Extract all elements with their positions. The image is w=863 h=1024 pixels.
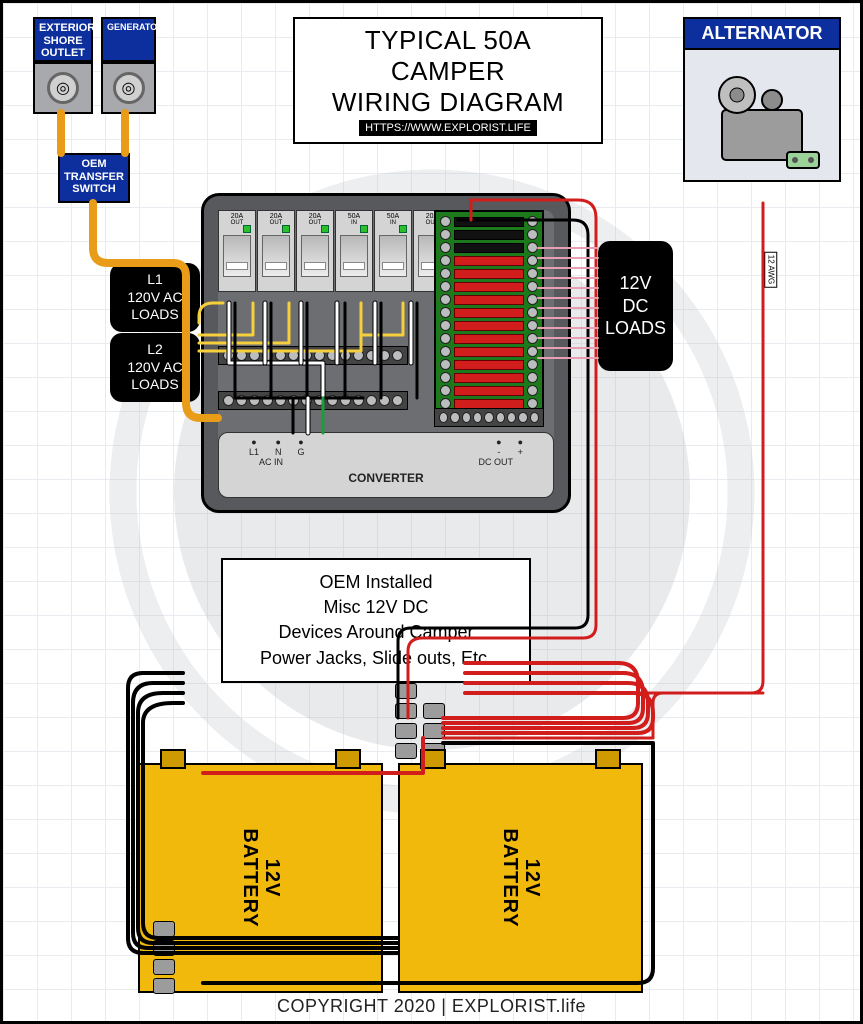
neg-bus-lugs <box>395 683 417 759</box>
term-pos: + <box>518 447 523 457</box>
oem-note: OEM Installed Misc 12V DC Devices Around… <box>221 558 531 683</box>
oem-line: OEM Installed <box>241 570 511 595</box>
dc-out-caption: DC OUT <box>479 457 514 467</box>
battery-2: 12V BATTERY <box>398 763 643 993</box>
bat1-neg-lugs <box>153 921 175 994</box>
oem-line: Devices Around Camper <box>241 620 511 645</box>
breaker: 50AIN <box>374 210 412 292</box>
shore-plug: ◎ <box>33 62 93 114</box>
dc-loads: 12V DC LOADS <box>598 241 673 371</box>
title-url: HTTPS://WWW.EXPLORIST.LIFE <box>359 120 537 136</box>
ac-l1-loads: L1 120V AC LOADS <box>110 263 200 332</box>
term-neg: - <box>496 447 501 457</box>
ac-l2-loads: L2 120V AC LOADS <box>110 333 200 402</box>
generator-plug: ◎ <box>101 62 156 114</box>
breaker: 20AOUT <box>218 210 256 292</box>
term-n: N <box>275 447 282 457</box>
breaker: 50AIN <box>335 210 373 292</box>
dc-fuse-board <box>434 210 544 415</box>
generator-label: GENERATOR <box>101 17 156 62</box>
dc-out-terminals: ●- ●+ <box>496 437 523 457</box>
term-l1: L1 <box>249 447 259 457</box>
plug-icon: ◎ <box>47 72 79 104</box>
oem-line: Misc 12V DC <box>241 595 511 620</box>
converter-box: ●L1 ●N ●G ●- ●+ AC IN DC OUT CONVERTER <box>218 432 554 498</box>
ground-bar-left <box>218 391 408 410</box>
breaker: 20AOUT <box>257 210 295 292</box>
wire-gauge-tag: 12 AWG <box>764 252 777 288</box>
title-line2: WIRING DIAGRAM <box>325 87 571 118</box>
alternator-body <box>685 50 839 180</box>
bus-bar-left <box>218 346 408 365</box>
term-g: G <box>298 447 305 457</box>
battery-2-label: 12V BATTERY <box>499 828 543 927</box>
transfer-switch: OEM TRANSFER SWITCH <box>58 153 130 203</box>
title-box: TYPICAL 50A CAMPER WIRING DIAGRAM HTTPS:… <box>293 17 603 144</box>
footer-copyright: COPYRIGHT 2020 | EXPLORIST.life <box>3 996 860 1017</box>
ac-in-caption: AC IN <box>259 457 283 467</box>
plug-icon: ◎ <box>113 72 145 104</box>
ac-in-terminals: ●L1 ●N ●G <box>249 437 305 457</box>
title-line1: TYPICAL 50A CAMPER <box>325 25 571 87</box>
battery-1-label: 12V BATTERY <box>239 828 283 927</box>
converter-name: CONVERTER <box>219 471 553 485</box>
alternator-panel: ALTERNATOR <box>683 17 841 182</box>
shore-label: EXTERIOR SHORE OUTLET <box>33 17 93 62</box>
oem-line: Power Jacks, Slide outs, Etc. <box>241 646 511 671</box>
breaker: 20AOUT <box>296 210 334 292</box>
dc-bus-bar <box>434 408 544 427</box>
alternator-heading: ALTERNATOR <box>685 19 839 50</box>
distribution-panel: 20AOUT20AOUT20AOUT50AIN50AIN20AOUT20AOUT… <box>201 193 571 513</box>
alternator-icon <box>702 60 822 170</box>
